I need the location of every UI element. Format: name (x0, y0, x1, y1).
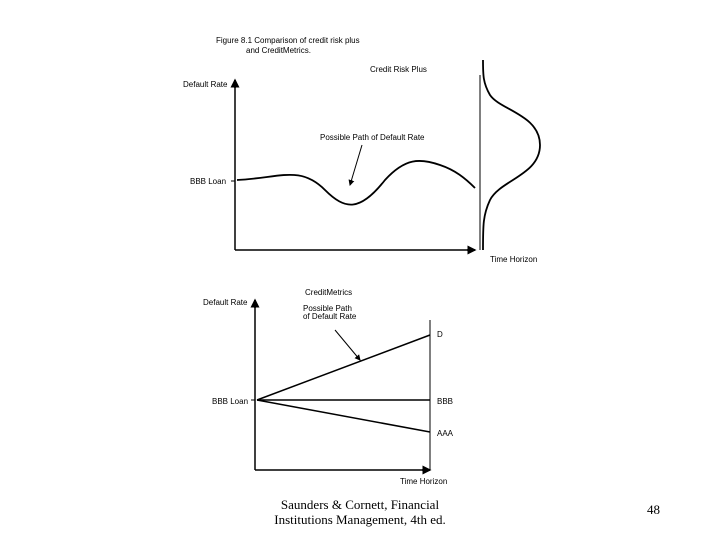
footer-line1: Saunders & Cornett, Financial (281, 497, 439, 512)
page-number: 48 (647, 502, 660, 518)
panel1-wavy-path (237, 161, 475, 205)
panel2-annotation-arrow (335, 330, 360, 360)
panel2-line-bot (257, 400, 430, 432)
panel2-annotation-l2: of Default Rate (303, 312, 356, 321)
footer-line2: Institutions Management, 4th ed. (274, 512, 446, 527)
footer-credit: Saunders & Cornett, Financial Institutio… (274, 497, 446, 528)
panel2-label-bbb: BBB (437, 397, 453, 406)
panel1-annotation-arrow (350, 145, 362, 185)
panel2-xaxis-label: Time Horizon (400, 477, 447, 486)
panel1-distribution-curve (483, 60, 540, 250)
panel2-annotation: Possible Path of Default Rate (303, 305, 356, 322)
panel2-title: CreditMetrics (305, 288, 352, 297)
panel2-yaxis-label: Default Rate (203, 298, 247, 307)
panel2-label-aaa: AAA (437, 429, 453, 438)
panel2-label-d: D (437, 330, 443, 339)
panel2-axes (255, 300, 430, 470)
panel2-line-top (257, 335, 430, 400)
panel1-svg (0, 0, 720, 540)
panel2-tick-label: BBB Loan (212, 397, 248, 406)
